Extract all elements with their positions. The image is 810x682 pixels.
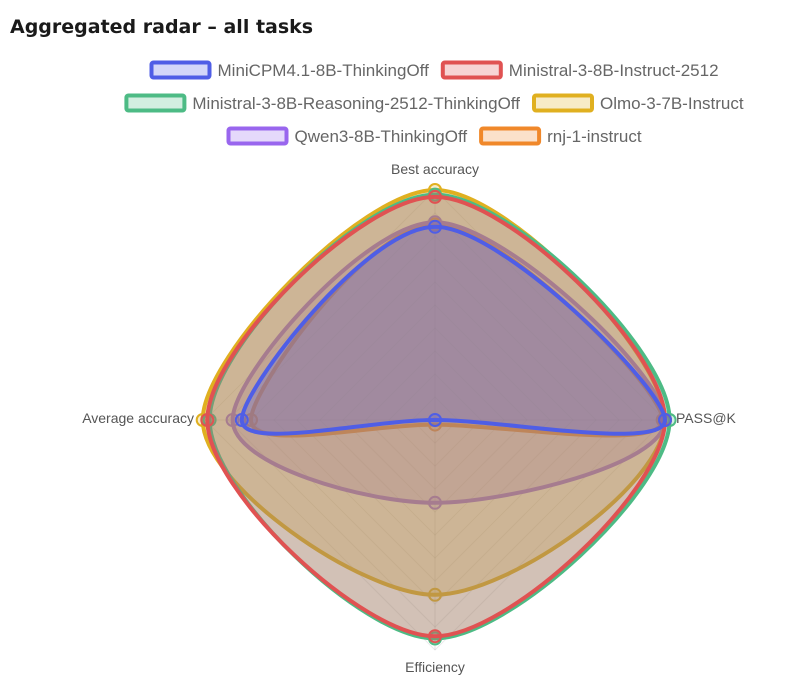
- legend-label: rnj-1-instruct: [547, 127, 642, 146]
- data-point[interactable]: [428, 587, 442, 602]
- grid-ring: [227, 212, 643, 628]
- data-point[interactable]: [658, 413, 672, 427]
- axis-label: PASS@K: [676, 410, 737, 426]
- legend-label: Ministral-3-8B-Reasoning-2512-ThinkingOf…: [192, 94, 520, 113]
- series-area: [239, 224, 667, 436]
- legend-item[interactable]: rnj-1-instruct: [479, 126, 642, 146]
- series-area: [205, 194, 667, 639]
- legend-swatch: [124, 93, 187, 113]
- data-point[interactable]: [234, 413, 249, 427]
- legend-item[interactable]: Olmo-3-7B-Instruct: [532, 93, 744, 113]
- legend-label: Olmo-3-7B-Instruct: [600, 94, 744, 113]
- axis-labels: Best accuracy PASS@K Efficiency Average acc…: [82, 161, 736, 675]
- data-point[interactable]: [428, 219, 442, 234]
- grid-ring: [273, 258, 597, 582]
- data-point[interactable]: [428, 629, 442, 644]
- series-ministral-3-8b-instruct-2512: [200, 189, 672, 644]
- grid-ring: [388, 373, 482, 467]
- radar-series: [195, 183, 677, 646]
- legend: MiniCPM4.1-8B-ThinkingOff Ministral-3-8B-…: [124, 60, 744, 146]
- legend-swatch: [226, 126, 289, 146]
- axis-label: Efficiency: [405, 659, 465, 675]
- grid-ring: [296, 281, 574, 559]
- axis-label: Average accuracy: [82, 410, 194, 426]
- legend-item[interactable]: MiniCPM4.1-8B-ThinkingOff: [149, 60, 430, 80]
- data-point[interactable]: [200, 413, 215, 427]
- legend-swatch: [440, 60, 503, 80]
- grid-ring: [411, 396, 459, 444]
- legend-label: Qwen3-8B-ThinkingOff: [295, 127, 468, 146]
- data-point[interactable]: [428, 413, 442, 427]
- grid-ring: [365, 350, 505, 490]
- legend-label: Ministral-3-8B-Instruct-2512: [509, 61, 719, 80]
- grid-ring: [342, 327, 528, 513]
- data-point[interactable]: [428, 189, 442, 204]
- series-area: [230, 220, 667, 505]
- grid-ring: [319, 304, 551, 536]
- series-minicpm4-1-8b-thinkingoff: [234, 219, 672, 436]
- grid-ring: [204, 189, 666, 651]
- grid-ring: [250, 235, 620, 605]
- chart-title: Aggregated radar – all tasks: [10, 16, 314, 38]
- legend-label: MiniCPM4.1-8B-ThinkingOff: [218, 61, 430, 80]
- legend-item[interactable]: Ministral-3-8B-Reasoning-2512-ThinkingOf…: [124, 93, 520, 113]
- data-point[interactable]: [428, 495, 442, 510]
- legend-item[interactable]: Qwen3-8B-ThinkingOff: [226, 126, 468, 146]
- legend-swatch: [532, 93, 594, 113]
- legend-swatch: [479, 126, 542, 146]
- legend-item[interactable]: Ministral-3-8B-Instruct-2512: [440, 60, 719, 80]
- legend-swatch: [149, 60, 212, 80]
- axis-label: Best accuracy: [391, 161, 479, 177]
